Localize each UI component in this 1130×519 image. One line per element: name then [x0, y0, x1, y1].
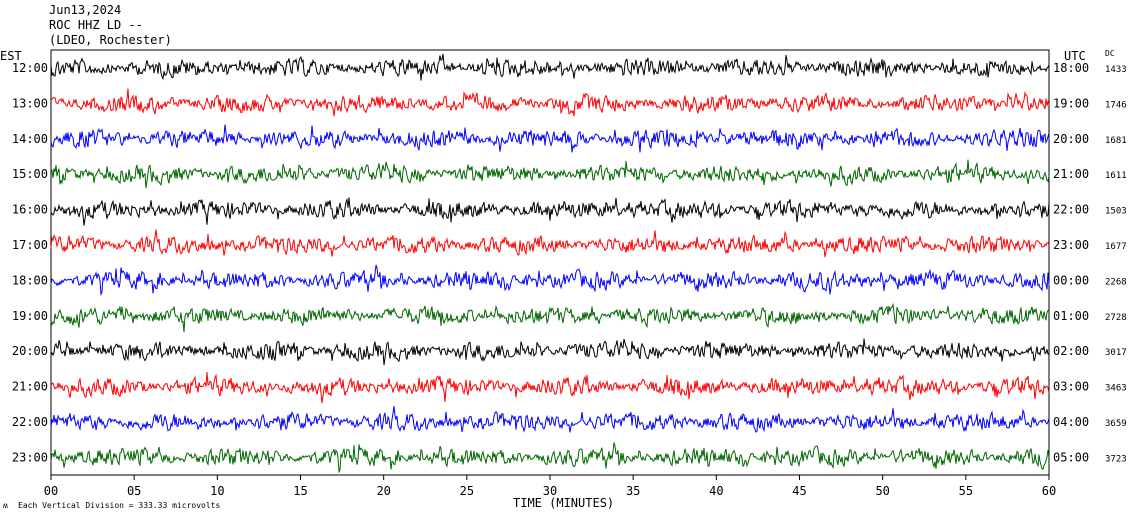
- x-tick-label: 15: [293, 484, 307, 498]
- x-tick-label: 05: [127, 484, 141, 498]
- x-tick-label: 20: [376, 484, 390, 498]
- dc-value-label: 1746: [1105, 100, 1127, 110]
- est-time-label: 20:00: [12, 344, 48, 358]
- trace-line: [50, 159, 1050, 189]
- est-time-label: 15:00: [12, 167, 48, 181]
- utc-time-label: 02:00: [1053, 344, 1089, 358]
- dc-value-label: 1611: [1105, 171, 1127, 181]
- est-time-label: 18:00: [12, 273, 48, 287]
- utc-time-label: 01:00: [1053, 309, 1089, 323]
- trace-line: [50, 53, 1050, 81]
- trace-line: [50, 442, 1050, 474]
- utc-time-label: 21:00: [1053, 167, 1089, 181]
- est-time-label: 22:00: [12, 415, 48, 429]
- est-time-label: 13:00: [12, 96, 48, 110]
- plot-frame: [50, 49, 1050, 476]
- est-time-label: 19:00: [12, 309, 48, 323]
- utc-time-label: 23:00: [1053, 238, 1089, 252]
- utc-zone-label: UTC: [1064, 49, 1086, 63]
- est-time-label: 16:00: [12, 203, 48, 217]
- trace-line: [50, 302, 1050, 333]
- dc-value-label: 1677: [1105, 242, 1127, 252]
- x-tick-label: 60: [1042, 484, 1056, 498]
- trace-line: [50, 406, 1050, 433]
- scale-note: Each Vertical Division = 333.33 microvol…: [18, 501, 220, 510]
- x-tick-label: 30: [543, 484, 557, 498]
- trace-line: [50, 124, 1050, 153]
- utc-time-label: 18:00: [1053, 61, 1089, 75]
- est-time-label: 17:00: [12, 238, 48, 252]
- date-label: Jun13,2024: [49, 3, 122, 17]
- scale-icon: ʍ: [3, 501, 8, 510]
- trace-line: [50, 372, 1050, 404]
- x-tick-label: 35: [626, 484, 640, 498]
- dc-value-label: 2268: [1105, 277, 1127, 287]
- dc-value-label: 1681: [1105, 136, 1127, 146]
- trace-line: [50, 88, 1050, 117]
- trace-line: [50, 264, 1050, 297]
- est-zone-label: EST: [0, 49, 22, 63]
- x-tick-label: 55: [959, 484, 973, 498]
- x-tick-label: 00: [44, 484, 58, 498]
- dc-value-label: 1503: [1105, 207, 1127, 217]
- dc-header: DC: [1105, 49, 1115, 58]
- dc-value-label: 3723: [1105, 454, 1127, 464]
- x-tick-label: 10: [210, 484, 224, 498]
- utc-time-label: 22:00: [1053, 203, 1089, 217]
- utc-time-label: 04:00: [1053, 415, 1089, 429]
- dc-value-label: 1433: [1105, 65, 1127, 75]
- trace-line: [50, 229, 1050, 258]
- utc-time-label: 05:00: [1053, 450, 1089, 464]
- est-time-label: 14:00: [12, 132, 48, 146]
- dc-value-label: 3659: [1105, 419, 1127, 429]
- x-tick-label: 50: [875, 484, 889, 498]
- est-time-label: 21:00: [12, 380, 48, 394]
- est-time-label: 12:00: [12, 61, 48, 75]
- utc-time-label: 00:00: [1053, 273, 1089, 287]
- x-tick-label: 25: [460, 484, 474, 498]
- trace-line: [50, 197, 1050, 226]
- utc-time-label: 20:00: [1053, 132, 1089, 146]
- trace-line: [50, 338, 1050, 366]
- x-tick-label: 40: [709, 484, 723, 498]
- station-label: ROC HHZ LD --: [49, 18, 143, 32]
- utc-time-label: 03:00: [1053, 380, 1089, 394]
- dc-value-label: 3017: [1105, 348, 1127, 358]
- dc-value-label: 2728: [1105, 313, 1127, 323]
- network-label: (LDEO, Rochester): [49, 33, 172, 47]
- utc-time-label: 19:00: [1053, 96, 1089, 110]
- x-tick-label: 45: [792, 484, 806, 498]
- dc-value-label: 3463: [1105, 384, 1127, 394]
- x-axis-title: TIME (MINUTES): [513, 496, 614, 510]
- est-time-label: 23:00: [12, 450, 48, 464]
